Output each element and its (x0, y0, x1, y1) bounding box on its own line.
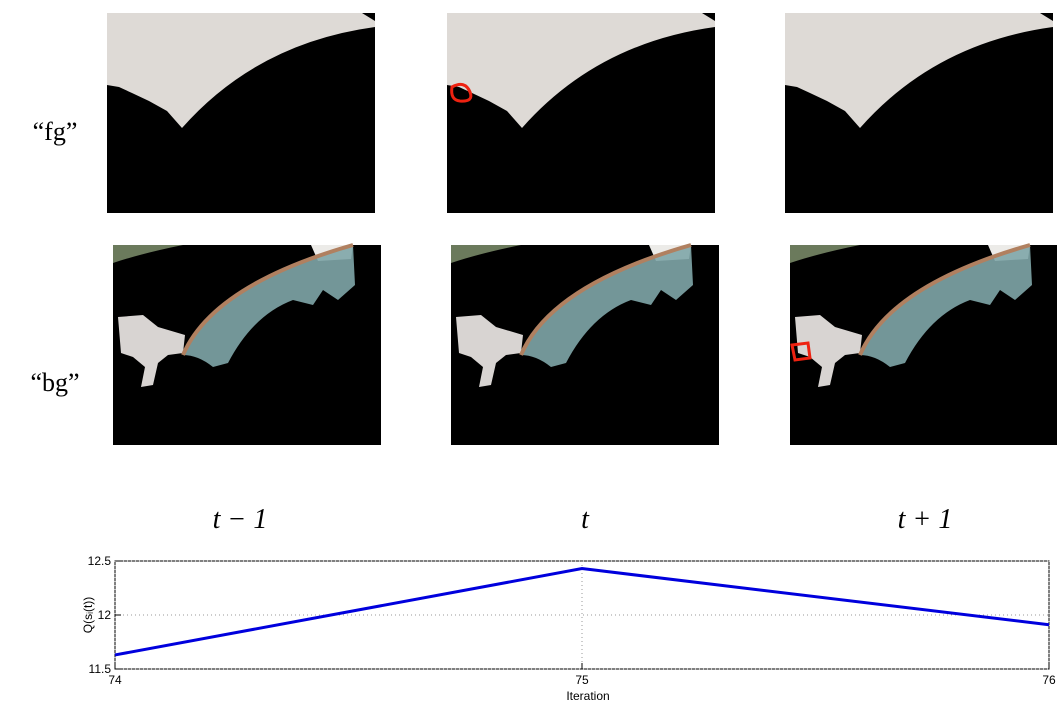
column-label: t (581, 504, 590, 535)
image (451, 245, 719, 445)
x-axis-label: Iteration (566, 689, 609, 703)
row-label: “bg” (30, 368, 79, 397)
image (790, 245, 1057, 445)
column-label: t + 1 (898, 504, 953, 535)
y-tick-label: 12.5 (88, 554, 112, 568)
y-axis-label: Q(sᵢ(t)) (81, 597, 95, 634)
image (113, 245, 381, 445)
row-label: “fg” (33, 117, 78, 146)
x-tick-label: 74 (108, 673, 122, 687)
image (107, 13, 375, 213)
figure: “fg” “bg” t − 1 t t + 1 Iteration Q(sᵢ(t… (0, 0, 1057, 704)
x-tick-label: 75 (575, 673, 589, 687)
column-label: t − 1 (213, 504, 268, 535)
x-tick-label: 76 (1042, 673, 1056, 687)
image (785, 13, 1053, 213)
y-tick-label: 12 (98, 608, 112, 622)
image (447, 13, 715, 213)
